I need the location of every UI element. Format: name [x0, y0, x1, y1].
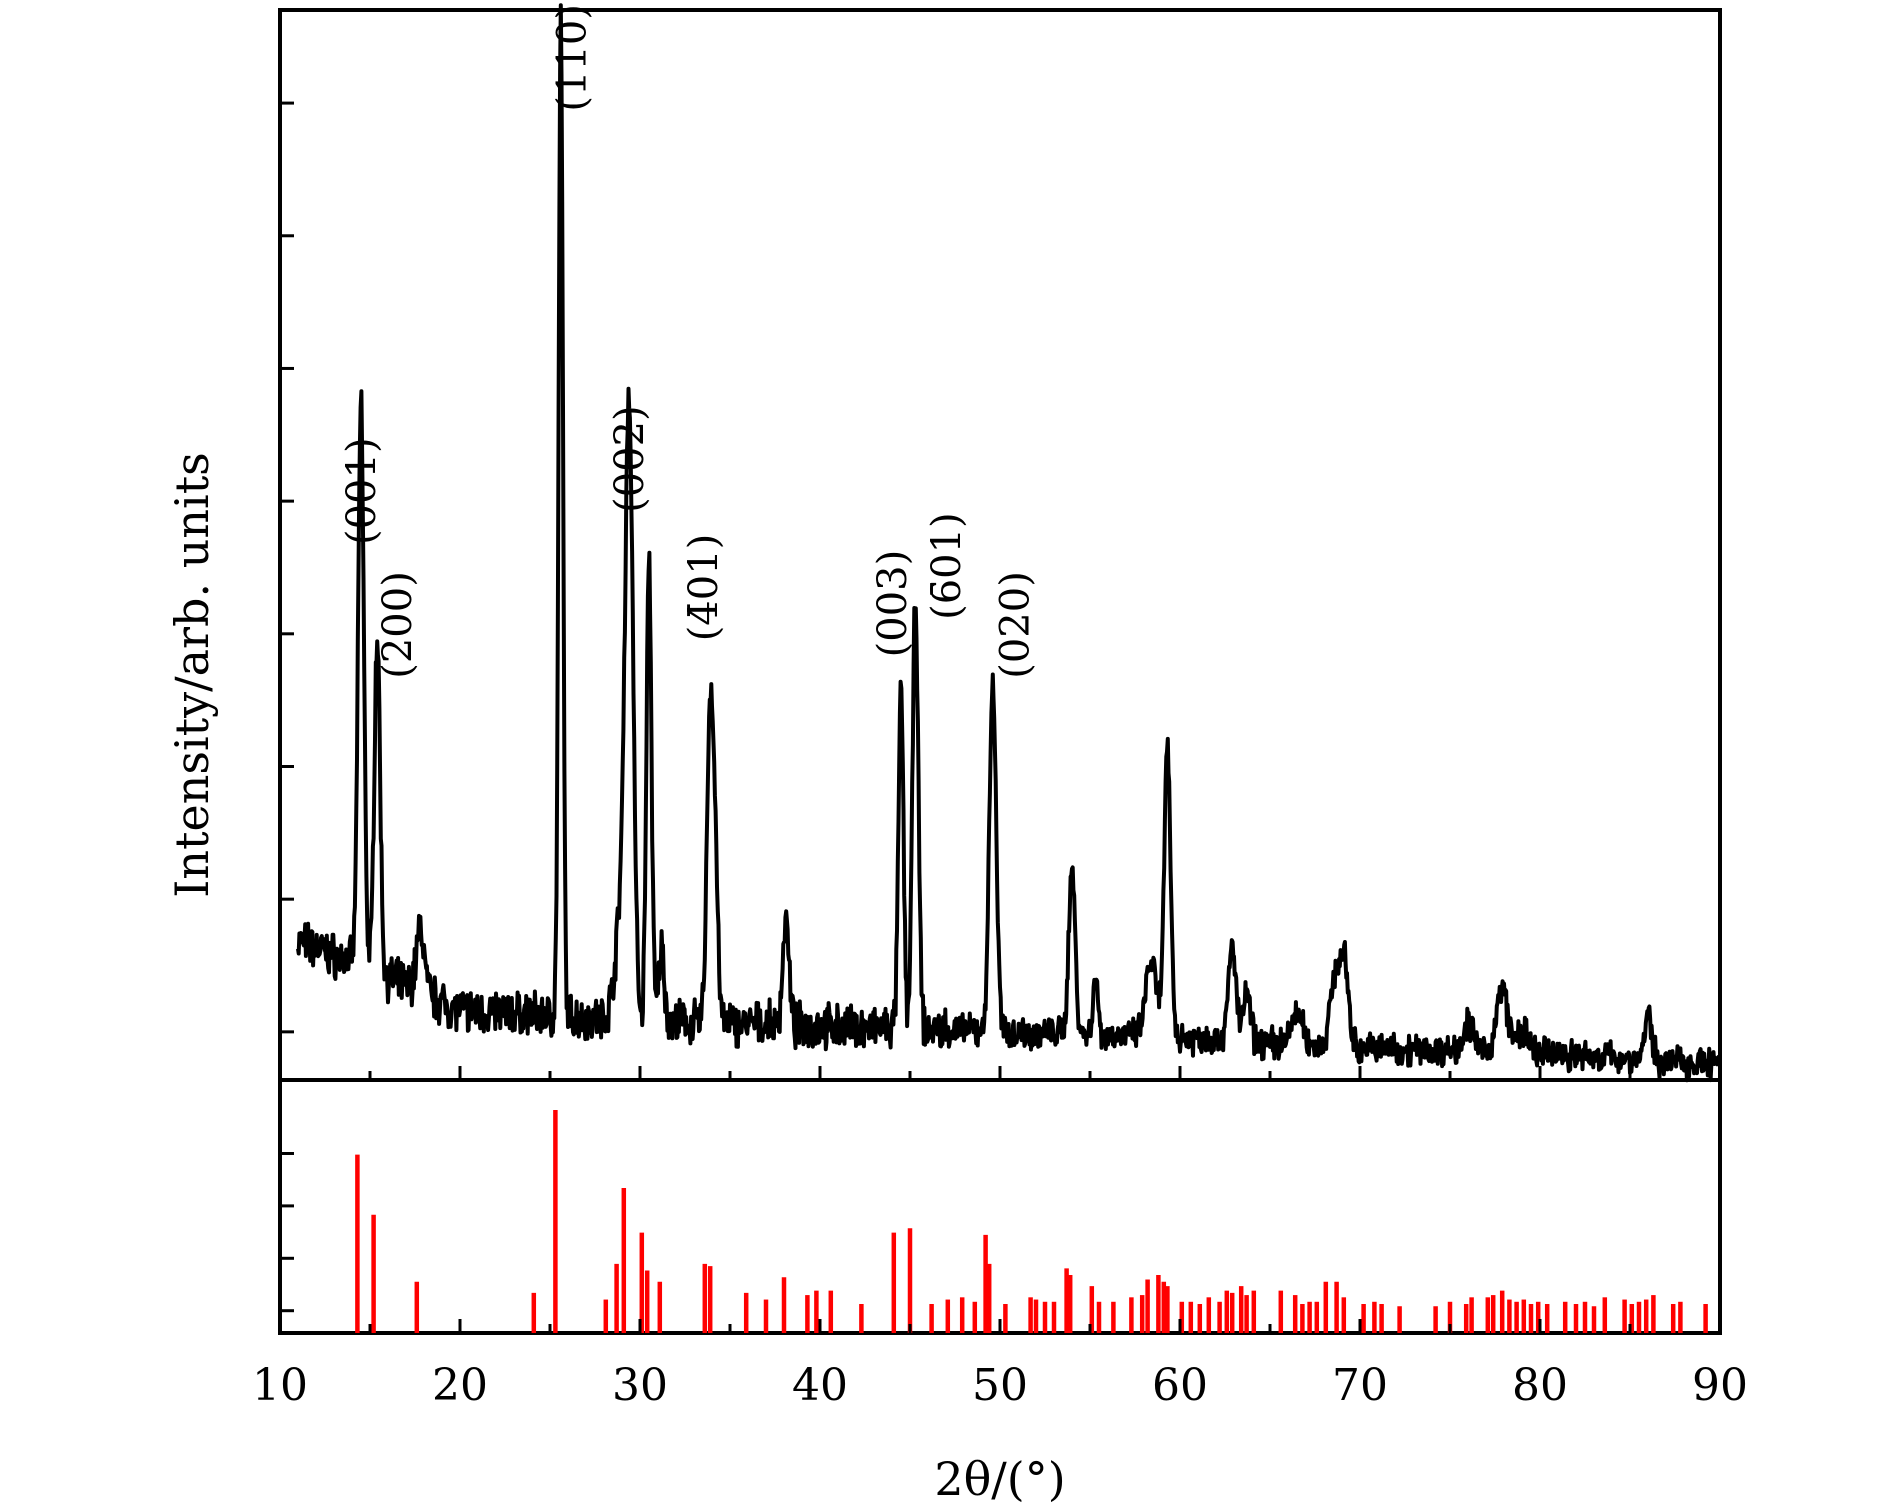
peak-label: (001) [339, 437, 385, 545]
diffraction-pattern-panel: (001) (200) (110) (002) (4̄01) (003) (6̄01) (02… [278, 3, 1722, 1083]
peak-label: (200) [375, 571, 421, 679]
peak-label: (020) [992, 571, 1038, 679]
x-tick-label: 50 [972, 1360, 1028, 1411]
diffraction-pattern-line [296, 3, 1722, 1083]
peak-labels: (001) (200) (110) (002) (4̄01) (003) (6̄01) (02… [339, 4, 1038, 679]
reference-pattern-panel [278, 1078, 1722, 1335]
peak-label: (4̄01) [681, 534, 727, 642]
x-tick-label: 80 [1512, 1360, 1568, 1411]
pattern-panel-frame [278, 8, 1722, 1082]
peak-label: (110) [550, 4, 596, 112]
x-tick-label: 20 [432, 1360, 488, 1411]
x-tick-label: 60 [1152, 1360, 1208, 1411]
x-tick-label: 70 [1332, 1360, 1388, 1411]
x-tick-label: 90 [1692, 1360, 1748, 1411]
peak-label: (6̄01) [924, 512, 970, 620]
x-axis-title: 2θ/(°) [934, 1452, 1065, 1506]
peak-label: (003) [870, 550, 916, 658]
reference-lines [355, 1110, 1708, 1333]
x-tick-label: 30 [612, 1360, 668, 1411]
x-tick-label: 10 [252, 1360, 308, 1411]
y-axis-title: Intensity/arb. units [165, 452, 219, 898]
x-tick-label: 40 [792, 1360, 848, 1411]
reference-panel-ticks [280, 1151, 1632, 1333]
x-tick-labels: 10 20 30 40 50 60 70 80 90 [252, 1360, 1748, 1411]
peak-label: (002) [607, 405, 653, 513]
